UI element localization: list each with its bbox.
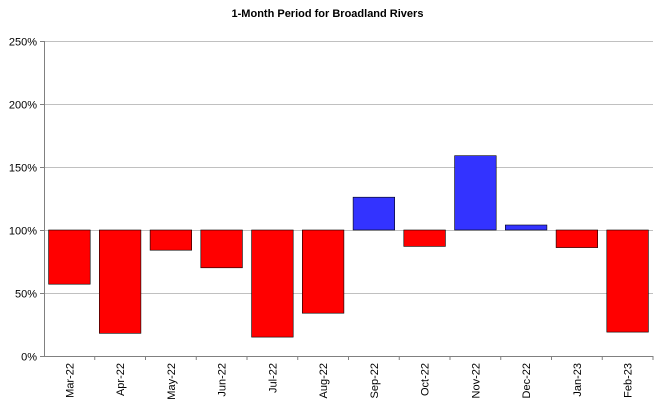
chart-title: 1-Month Period for Broadland Rivers — [231, 8, 424, 20]
bar — [99, 229, 142, 334]
bar — [454, 155, 497, 231]
y-axis-ticks: 0% 50% 100% 150% 200% 250% — [9, 37, 44, 364]
x-tick-label: Dec-22 — [521, 363, 533, 398]
x-tick-label: Apr-22 — [115, 363, 127, 396]
bar — [48, 229, 91, 285]
x-tick-label: Oct-22 — [420, 363, 432, 396]
bar — [352, 196, 396, 231]
x-tick-label: May-22 — [166, 363, 178, 400]
y-tick-label: 0% — [21, 352, 37, 364]
x-tick-label: Mar-22 — [64, 363, 76, 398]
bar — [504, 224, 548, 231]
x-tick-label: Jul-22 — [267, 363, 279, 393]
bar — [555, 229, 598, 248]
y-tick-label: 50% — [15, 289, 37, 301]
bar — [149, 229, 193, 251]
x-tick-label: Feb-23 — [623, 363, 635, 398]
x-tick-label: Jan-23 — [572, 363, 584, 397]
x-tick-label: Aug-22 — [318, 363, 330, 398]
bar — [200, 229, 243, 269]
x-tick-label: Sep-22 — [369, 363, 381, 398]
bar — [301, 229, 345, 314]
y-tick-label: 250% — [9, 37, 37, 49]
bar — [606, 229, 649, 333]
y-tick-label: 100% — [9, 226, 37, 238]
x-tick-label: Jun-22 — [217, 363, 229, 397]
bar — [251, 229, 294, 338]
y-tick-label: 200% — [9, 100, 37, 112]
x-tick-label: Nov-22 — [470, 363, 482, 398]
bar — [403, 229, 446, 247]
x-axis-ticks: Mar-22 Apr-22 May-22 Jun-22 Jul-22 Aug-22 Sep-… — [64, 356, 654, 400]
bars — [48, 155, 649, 338]
grid-lines — [44, 41, 653, 294]
y-tick-label: 150% — [9, 163, 37, 175]
